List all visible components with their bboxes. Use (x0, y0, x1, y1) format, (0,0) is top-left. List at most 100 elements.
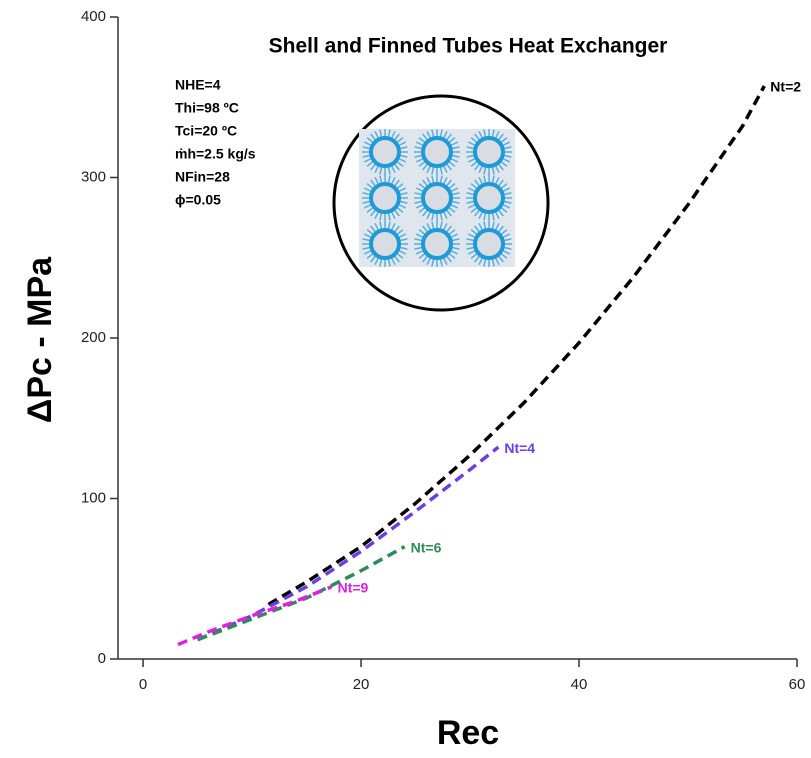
fin (474, 179, 481, 187)
fin (497, 209, 504, 217)
fin (500, 229, 508, 236)
fin (491, 175, 495, 184)
fin (467, 187, 476, 193)
fin (396, 183, 404, 190)
fin (439, 129, 443, 138)
fin (426, 211, 432, 220)
fin (362, 146, 371, 150)
fin (418, 160, 426, 167)
fin (474, 133, 481, 141)
fin (497, 225, 504, 233)
fin (387, 129, 391, 138)
fin (503, 200, 512, 204)
fin (451, 238, 460, 242)
tube (369, 182, 401, 214)
fin (387, 221, 391, 230)
fin (470, 160, 478, 167)
fin (379, 129, 383, 138)
fin (442, 165, 448, 174)
fin (393, 133, 400, 141)
series-label: Nt=2 (770, 79, 801, 95)
fin (448, 160, 456, 167)
y-tick-label: 0 (98, 650, 106, 667)
fin (500, 252, 508, 259)
fin (414, 154, 423, 158)
fin (398, 249, 407, 255)
fin (491, 166, 495, 175)
fin (387, 175, 391, 184)
fin (399, 200, 408, 204)
fin (415, 203, 424, 209)
fin (503, 192, 512, 196)
fin (426, 130, 432, 139)
fin (503, 154, 512, 158)
fin (451, 246, 460, 250)
fin (363, 203, 372, 209)
fin (374, 211, 380, 220)
fin (483, 212, 487, 221)
fin (431, 212, 435, 221)
fin (470, 137, 478, 144)
fin (398, 157, 407, 163)
fin (466, 192, 475, 196)
fin (448, 252, 456, 259)
fin (370, 209, 377, 217)
fin (366, 229, 374, 236)
fin (370, 133, 377, 141)
fin (450, 187, 459, 193)
fin (415, 157, 424, 163)
annotation: ṁh=2.5 kg/s (175, 146, 256, 162)
fin (414, 192, 423, 196)
fin (418, 252, 426, 259)
fin (445, 179, 452, 187)
annotation: Thi=98 ºC (175, 100, 239, 116)
fin (414, 200, 423, 204)
fin (494, 222, 500, 231)
fin (467, 203, 476, 209)
fin (502, 157, 511, 163)
series-line (196, 445, 500, 642)
fin (426, 257, 432, 266)
fin (415, 187, 424, 193)
fin (390, 130, 396, 139)
fin (366, 160, 374, 167)
fin (448, 183, 456, 190)
fin (398, 233, 407, 239)
annotation: ϕ=0.05 (175, 192, 221, 208)
y-tick-label: 300 (81, 168, 106, 185)
fin (478, 257, 484, 266)
fin (466, 246, 475, 250)
fin (450, 157, 459, 163)
fin (491, 258, 495, 267)
fin (399, 246, 408, 250)
x-tick-label: 0 (139, 676, 147, 693)
fin (470, 252, 478, 259)
fin (415, 141, 424, 147)
fin (415, 249, 424, 255)
fin (442, 130, 448, 139)
fin (363, 249, 372, 255)
fin (399, 192, 408, 196)
fin (399, 154, 408, 158)
annotation: NHE=4 (175, 77, 221, 93)
fin (431, 129, 435, 138)
fin (426, 176, 432, 185)
fin (467, 141, 476, 147)
fin (390, 165, 396, 174)
fin (431, 166, 435, 175)
fin (500, 183, 508, 190)
tube (421, 136, 453, 168)
fin (374, 257, 380, 266)
tube (369, 228, 401, 260)
fin (370, 163, 377, 171)
fin (450, 141, 459, 147)
fin (422, 209, 429, 217)
fin (387, 212, 391, 221)
fin (390, 222, 396, 231)
fin (466, 154, 475, 158)
fin (362, 192, 371, 196)
fin (398, 141, 407, 147)
tube (473, 228, 505, 260)
fin (439, 221, 443, 230)
